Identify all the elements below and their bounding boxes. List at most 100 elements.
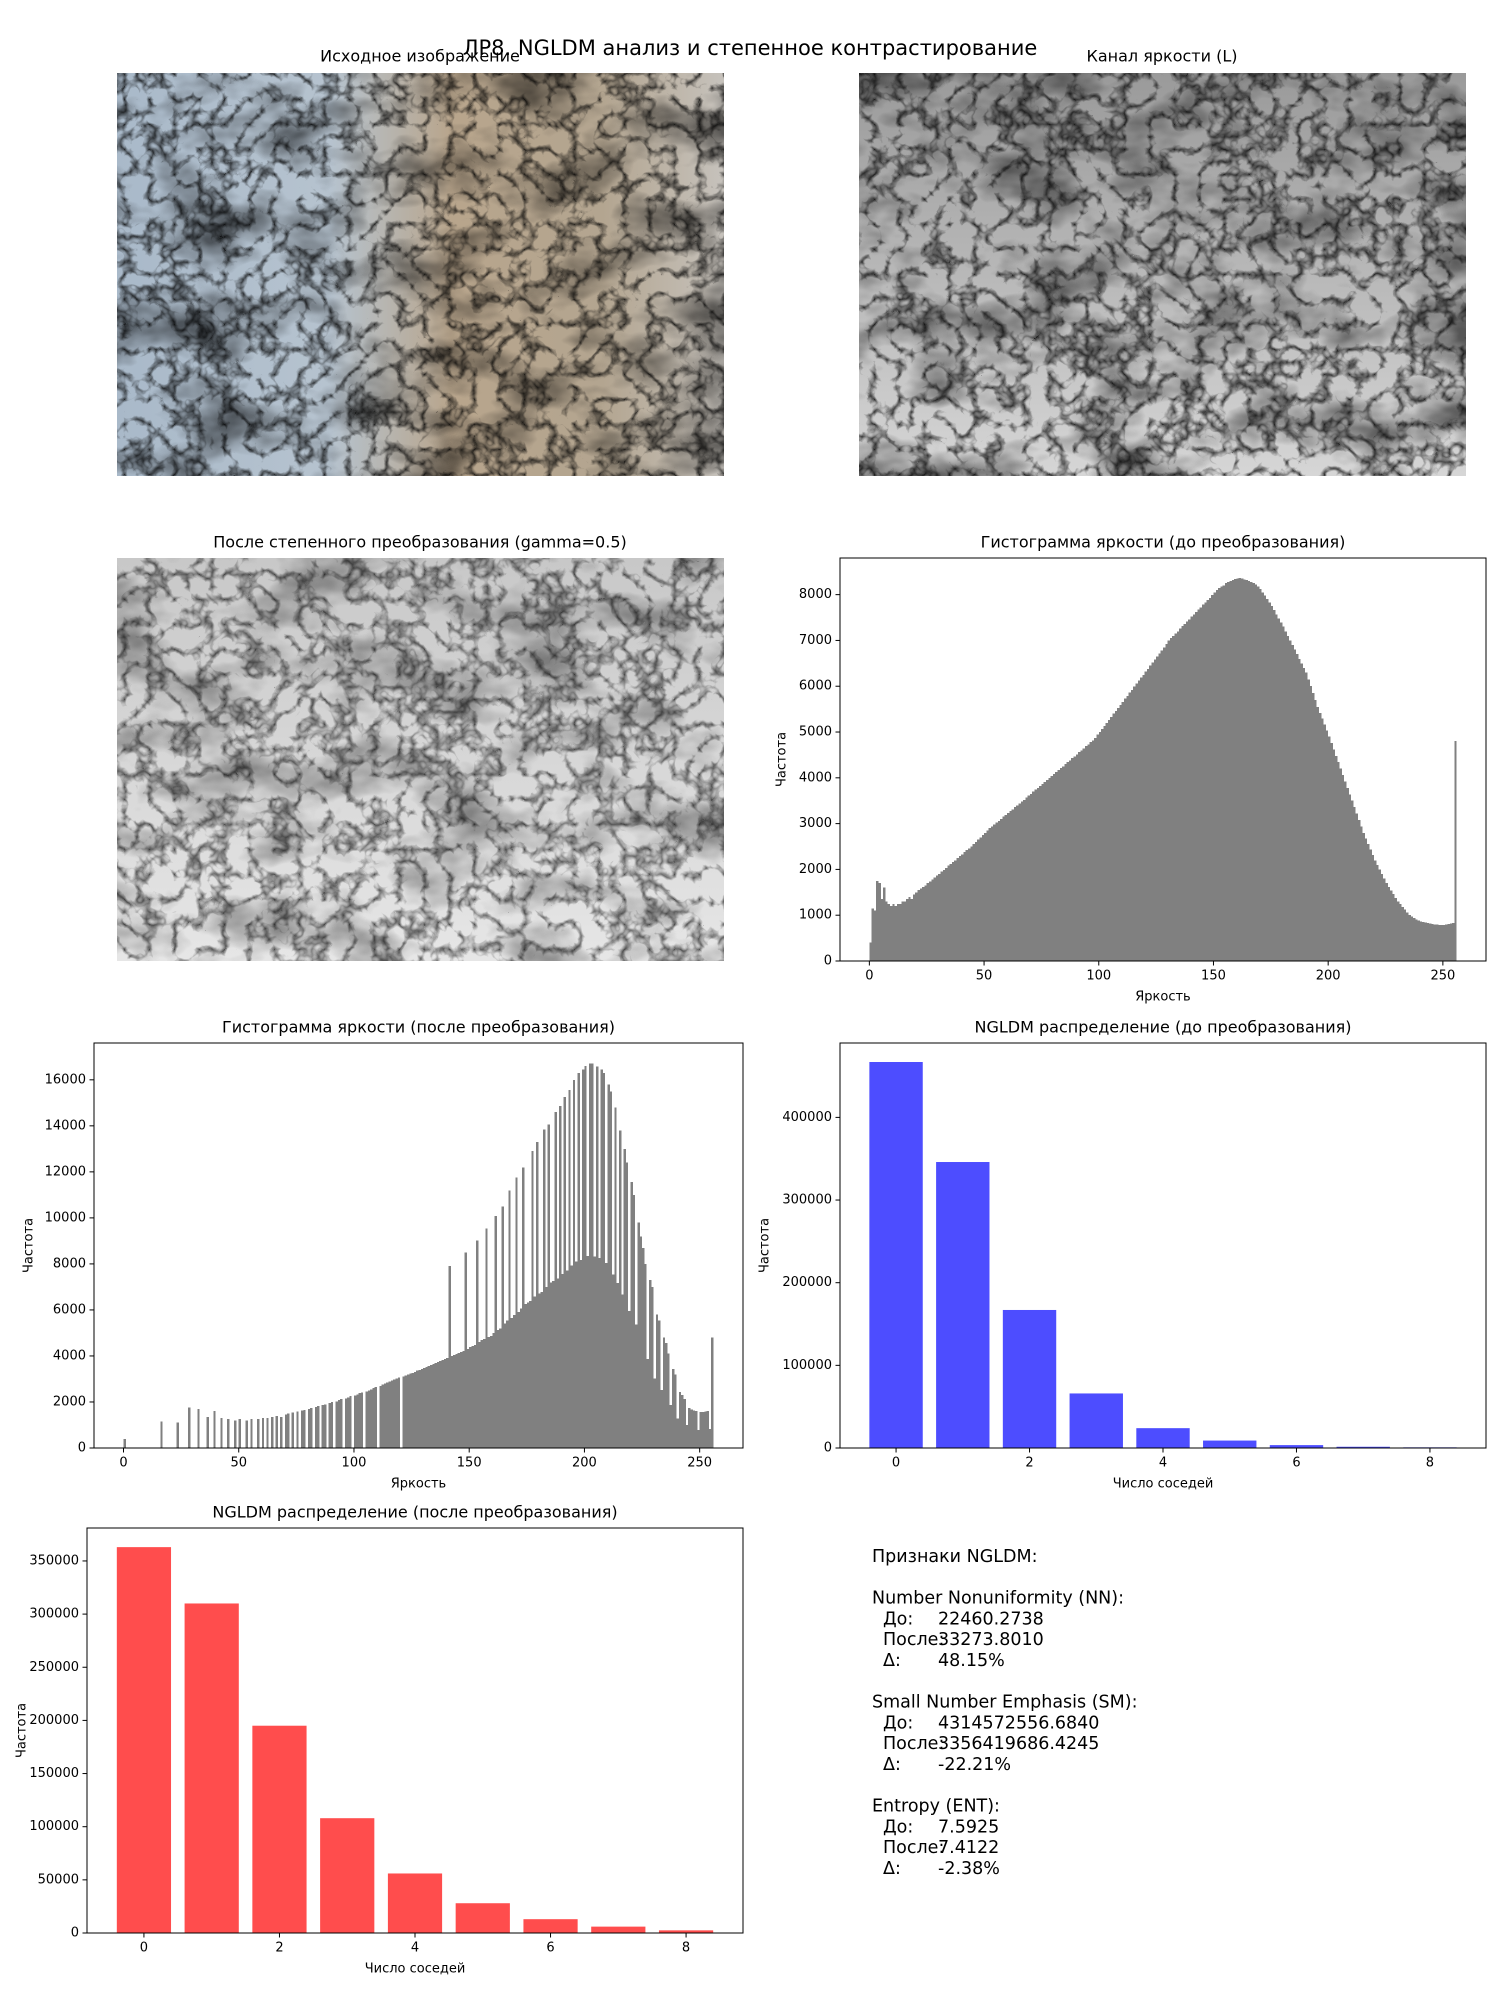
histogram-bar — [335, 1401, 338, 1448]
histogram-bar — [1114, 710, 1118, 961]
histogram-bar — [658, 1320, 661, 1448]
histogram-bar — [589, 1063, 592, 1448]
histogram-bar — [701, 1412, 705, 1448]
histogram-bar — [1043, 781, 1047, 961]
histogram-bar — [1229, 580, 1232, 961]
y-tick-label: 100000 — [782, 1358, 832, 1373]
histogram-bar — [1087, 744, 1090, 961]
histogram-bar — [1007, 813, 1010, 961]
histogram-bar — [993, 824, 996, 961]
photo — [117, 73, 724, 476]
histogram-bar — [1117, 707, 1120, 961]
histogram-bar — [1415, 919, 1418, 961]
histogram-bar — [519, 1308, 523, 1448]
histogram-bar — [570, 1265, 573, 1448]
histogram-bar — [1364, 838, 1368, 961]
histogram-bar — [1126, 695, 1129, 961]
histogram-bar — [501, 1206, 504, 1448]
histogram-bar — [1020, 801, 1024, 961]
histogram-bar — [1227, 581, 1230, 961]
histogram-bar — [503, 1323, 507, 1448]
y-tick-label: 2000 — [799, 862, 832, 877]
histogram-bar — [1316, 706, 1319, 961]
histogram-bar — [1286, 635, 1290, 961]
y-tick-label: 400000 — [782, 1110, 832, 1125]
histogram-bar — [404, 1375, 407, 1448]
histogram-bar — [1071, 758, 1074, 961]
histogram-bar — [443, 1358, 447, 1448]
histogram-bar — [483, 1339, 486, 1448]
histogram-bar — [347, 1397, 350, 1448]
histogram-bar — [1192, 614, 1196, 961]
histogram-bar — [1034, 789, 1037, 961]
histogram-bar — [1307, 679, 1310, 961]
histogram-bar — [1009, 811, 1012, 961]
histogram-bar — [206, 1416, 209, 1448]
y-tick-label: 8000 — [53, 1256, 86, 1271]
histogram-bar — [358, 1393, 361, 1448]
feature-label: До: — [883, 1817, 913, 1837]
x-tick-label: 0 — [865, 969, 873, 984]
histogram-bar — [1273, 610, 1276, 961]
histogram-bar — [439, 1361, 442, 1448]
histogram-bar — [628, 1310, 631, 1448]
histogram-bar — [427, 1365, 431, 1448]
histogram-bar — [644, 1263, 647, 1448]
x-tick-label: 200 — [1316, 969, 1341, 984]
x-axis-label: Число соседей — [1113, 1477, 1214, 1492]
histogram-bar — [547, 1124, 550, 1448]
histogram-bar — [307, 1408, 311, 1448]
histogram-bar — [1344, 781, 1347, 961]
histogram-bar — [1367, 843, 1370, 961]
histogram-bar — [1394, 897, 1397, 961]
histogram-bar — [1197, 609, 1200, 961]
histogram-bar — [1348, 794, 1352, 961]
histogram-bar — [1378, 869, 1381, 961]
histogram-bar — [880, 899, 884, 961]
histogram-bar — [473, 1345, 477, 1448]
histogram-bar — [1082, 748, 1086, 961]
histogram-bar — [1133, 686, 1136, 961]
histogram-bar — [1098, 732, 1102, 961]
histogram-bar — [1199, 607, 1202, 961]
histogram-bar — [1362, 832, 1365, 961]
histogram-bar — [540, 1291, 543, 1448]
histogram-bar — [1330, 743, 1333, 961]
histogram-bar — [1445, 924, 1448, 961]
histogram-bar — [1309, 686, 1313, 961]
histogram-bar — [1429, 923, 1432, 961]
feature-value: 7.5925 — [938, 1817, 999, 1837]
bar — [591, 1926, 646, 1933]
histogram-bar — [711, 1337, 714, 1448]
histogram-bar — [692, 1410, 696, 1448]
histogram-bar — [1238, 578, 1241, 961]
bar — [1002, 1309, 1057, 1448]
histogram-bar — [1032, 791, 1035, 961]
y-tick-label: 2000 — [53, 1394, 86, 1409]
histogram-bar — [1046, 780, 1049, 961]
histogram-bar — [450, 1355, 454, 1448]
histogram-bar — [901, 901, 904, 961]
histogram-bar — [1247, 580, 1251, 961]
histogram-bar — [669, 1405, 673, 1448]
histogram-bar — [1011, 809, 1014, 961]
feature-value: 33273.8010 — [938, 1630, 1044, 1650]
histogram-bar — [892, 903, 895, 961]
histogram-bar — [533, 1296, 537, 1448]
histogram-bar — [356, 1394, 359, 1448]
y-tick-label: 300000 — [29, 1607, 79, 1622]
histogram-bar — [1234, 579, 1237, 961]
histogram-bar — [683, 1398, 686, 1448]
histogram-bar — [1406, 912, 1409, 961]
axes-frame — [839, 557, 1487, 962]
feature-label: До: — [883, 1609, 913, 1629]
histogram-bar — [1172, 635, 1175, 961]
histogram-bar — [1119, 705, 1122, 961]
bar — [184, 1603, 239, 1933]
x-tick-label: 6 — [1292, 1456, 1300, 1471]
histogram-bar — [1403, 909, 1407, 961]
histogram-bar — [1442, 924, 1446, 961]
histogram-bar — [591, 1063, 594, 1448]
histogram-bar — [1422, 922, 1425, 961]
histogram-bar — [1156, 656, 1159, 961]
